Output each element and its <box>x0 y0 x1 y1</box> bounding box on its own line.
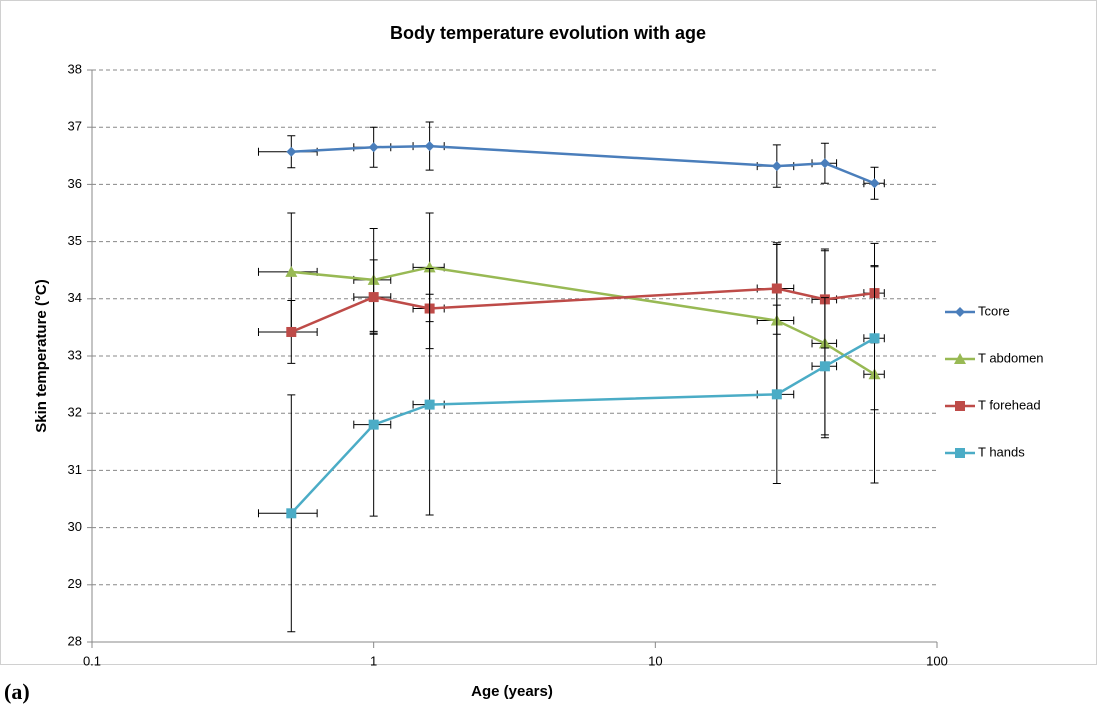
marker <box>424 399 435 410</box>
marker <box>423 261 436 273</box>
marker <box>955 401 965 411</box>
marker <box>368 292 379 303</box>
marker <box>869 333 880 344</box>
marker <box>954 353 966 364</box>
y-tick-label: 36 <box>68 176 82 191</box>
line <box>291 144 875 185</box>
y-tick-label: 37 <box>68 119 82 134</box>
legend-label: T abdomen <box>978 350 1044 365</box>
chart-border <box>0 0 1097 665</box>
y-tick-label: 34 <box>68 290 82 305</box>
legend-label: T hands <box>978 444 1025 459</box>
chart-title: Body temperature evolution with age <box>390 23 706 43</box>
marker <box>368 142 379 153</box>
y-tick-label: 35 <box>68 233 82 248</box>
y-tick-label: 38 <box>68 61 82 76</box>
x-tick-label: 100 <box>926 653 948 668</box>
marker <box>771 161 782 172</box>
series <box>257 121 885 200</box>
y-axis-label: Skin temperature (°C) <box>33 279 50 433</box>
line <box>291 266 876 376</box>
marker <box>368 419 379 430</box>
x-tick-label: 10 <box>648 653 662 668</box>
marker <box>955 307 965 317</box>
y-tick-label: 30 <box>68 519 82 534</box>
marker <box>771 389 782 400</box>
marker <box>819 158 830 169</box>
y-tick-label: 31 <box>68 462 82 477</box>
line <box>290 337 876 515</box>
legend-label: Tcore <box>978 303 1010 318</box>
x-tick-label: 0.1 <box>83 653 101 668</box>
y-tick-label: 33 <box>68 347 82 362</box>
y-tick-label: 29 <box>68 576 82 591</box>
y-tick-label: 28 <box>68 633 82 648</box>
marker <box>819 361 830 372</box>
x-tick-label: 1 <box>370 653 377 668</box>
marker <box>286 146 297 157</box>
marker <box>286 326 297 337</box>
marker <box>955 448 965 458</box>
panel-label: (a) <box>4 679 30 704</box>
x-axis-label: Age (years) <box>471 683 553 700</box>
marker <box>424 141 435 152</box>
line <box>290 287 875 334</box>
series <box>257 266 885 633</box>
marker <box>286 508 297 519</box>
marker <box>771 283 782 294</box>
marker <box>869 178 880 189</box>
legend-label: T forehead <box>978 397 1041 412</box>
marker <box>285 265 298 277</box>
y-tick-label: 32 <box>68 405 82 420</box>
